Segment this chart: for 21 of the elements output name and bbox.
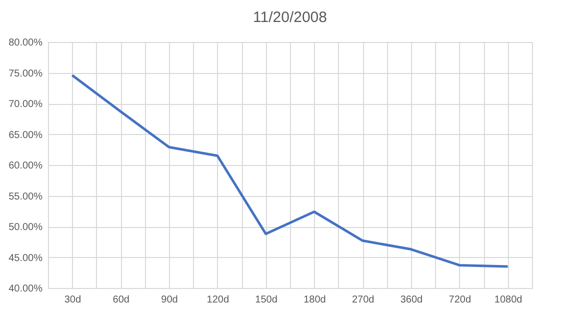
y-tick-label: 70.00% bbox=[8, 99, 43, 110]
x-tick-label: 270d bbox=[352, 294, 374, 306]
x-tick-label: 60d bbox=[112, 294, 130, 306]
x-tick-label: 150d bbox=[255, 294, 278, 306]
x-tick-label: 120d bbox=[206, 294, 230, 306]
x-tick-label: 720d bbox=[448, 294, 472, 306]
x-tick-label: 90d bbox=[161, 294, 178, 306]
line-series bbox=[70, 74, 510, 268]
y-tick-label: 50.00% bbox=[8, 222, 43, 233]
x-tick-label: 1080d bbox=[494, 294, 522, 306]
y-tick-label: 40.00% bbox=[8, 284, 43, 294]
y-tick-label: 80.00% bbox=[8, 38, 43, 48]
y-tick-label: 65.00% bbox=[8, 130, 43, 141]
y-tick-label: 75.00% bbox=[8, 68, 43, 80]
y-tick-label: 45.00% bbox=[8, 252, 43, 264]
x-tick-label: 30d bbox=[64, 294, 82, 306]
y-tick-label: 60.00% bbox=[8, 160, 43, 172]
x-tick-label: 360d bbox=[400, 294, 423, 306]
chart-title: 11/20/2008 bbox=[253, 9, 327, 26]
x-tick-label: 180d bbox=[304, 294, 326, 306]
y-tick-label: 55.00% bbox=[8, 191, 43, 202]
